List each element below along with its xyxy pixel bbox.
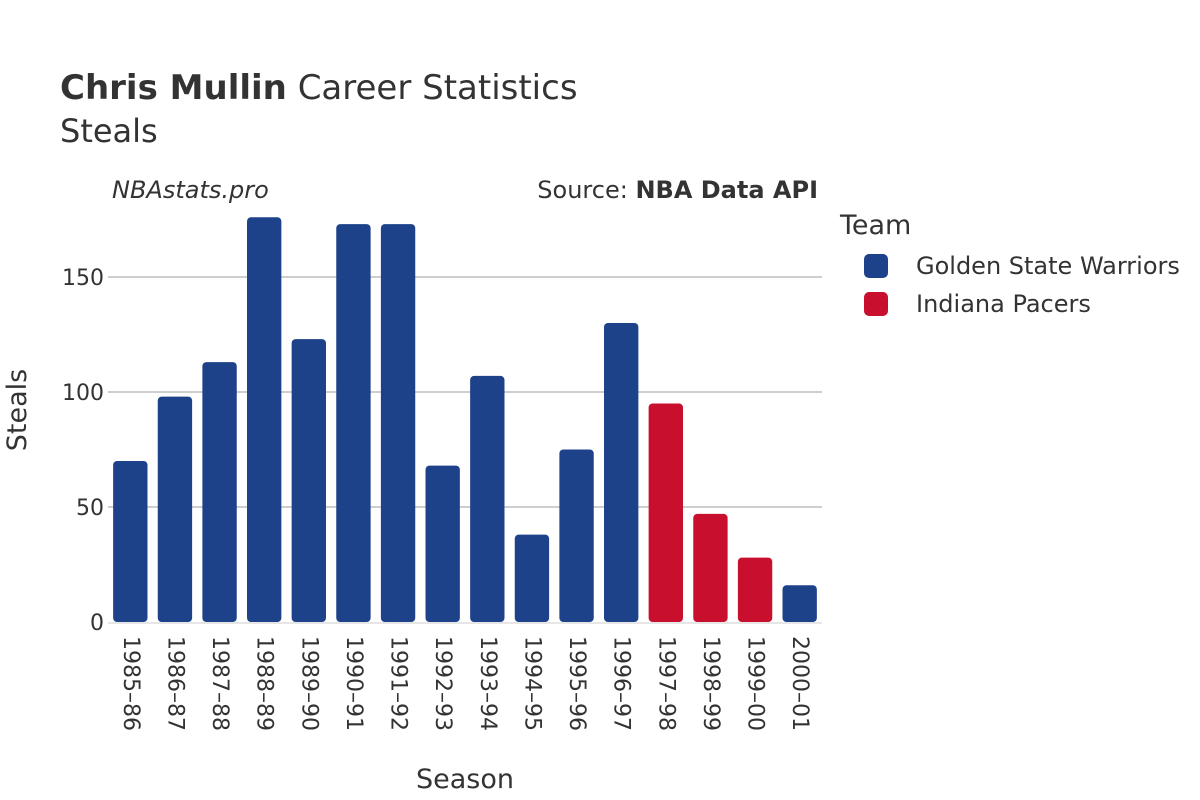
bar[interactable] [247, 217, 282, 622]
x-tick-label: 1988–89 [252, 636, 277, 731]
title-suffix: Career Statistics [297, 68, 578, 108]
legend-swatch [864, 292, 888, 316]
x-tick-label: 1996–97 [609, 636, 634, 731]
legend-label: Indiana Pacers [916, 290, 1091, 318]
x-tick-label: 1999–00 [743, 636, 768, 731]
legend-title: Team [840, 210, 912, 241]
source-name: NBA Data API [635, 176, 818, 204]
x-tick-label: 2000–01 [787, 636, 812, 731]
bar[interactable] [336, 224, 371, 622]
bar[interactable] [648, 403, 683, 623]
x-tick-label: 1991–92 [386, 636, 411, 731]
legend-item-indiana-pacers[interactable]: Indiana Pacers [864, 289, 1091, 319]
y-tick-label: 100 [62, 381, 104, 406]
x-tick-label: 1992–93 [430, 636, 455, 731]
x-axis-title: Season [416, 764, 514, 795]
x-tick-label: 1987–88 [207, 636, 232, 731]
watermark: NBAstats.pro [112, 176, 269, 204]
x-tick-label: 1997–98 [653, 636, 678, 731]
bar[interactable] [202, 362, 237, 622]
bar[interactable] [693, 513, 728, 622]
bar[interactable] [380, 224, 416, 622]
bar[interactable] [425, 465, 460, 622]
bar[interactable] [514, 534, 550, 622]
bar[interactable] [737, 557, 773, 622]
chart-title: Chris Mullin Career Statistics [60, 66, 578, 110]
legend-item-golden-state-warriors[interactable]: Golden State Warriors [864, 251, 1180, 281]
x-tick-label: 1995–96 [564, 636, 589, 731]
x-tick-label: 1986–87 [162, 636, 187, 731]
source-credit: Source: NBA Data API [537, 176, 818, 204]
x-tick-label: 1985–86 [118, 636, 143, 731]
y-tick-label: 0 [90, 611, 104, 636]
bar[interactable] [470, 375, 505, 622]
bar[interactable] [782, 585, 817, 622]
y-tick-label: 150 [62, 266, 104, 291]
y-tick-label: 50 [76, 496, 104, 521]
legend-label: Golden State Warriors [916, 252, 1180, 280]
x-tick-label: 1994–95 [519, 636, 544, 731]
player-name: Chris Mullin [60, 68, 287, 108]
bar[interactable] [157, 396, 193, 622]
chart-subtitle: Steals [60, 112, 158, 150]
x-tick-label: 1998–99 [698, 636, 723, 731]
x-tick-label: 1993–94 [475, 636, 500, 731]
bar[interactable] [604, 323, 639, 622]
source-prefix: Source: [537, 176, 636, 204]
y-axis-title: Steals [2, 369, 33, 451]
x-tick-label: 1990–91 [341, 636, 366, 731]
legend-swatch [864, 254, 888, 278]
bar[interactable] [113, 461, 148, 622]
bar[interactable] [291, 339, 326, 622]
x-tick-label: 1989–90 [296, 636, 321, 731]
bar[interactable] [559, 449, 594, 623]
